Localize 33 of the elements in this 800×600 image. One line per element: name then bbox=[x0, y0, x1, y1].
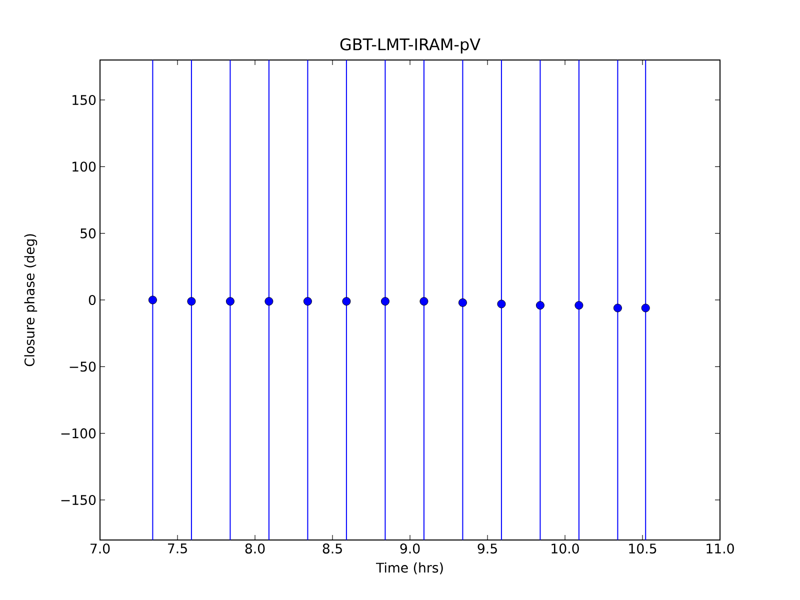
point bbox=[342, 297, 351, 306]
x-tick-label: 8.0 bbox=[245, 544, 265, 554]
x-tick-label: 9.5 bbox=[478, 544, 497, 554]
x-tick-label: 11.0 bbox=[706, 544, 734, 554]
y-tick-label: −150 bbox=[61, 494, 96, 506]
y-tick-label: −100 bbox=[61, 428, 96, 438]
point bbox=[420, 297, 428, 306]
y-tick-label: 0 bbox=[88, 294, 96, 306]
y-tick-label: −50 bbox=[70, 362, 96, 372]
point bbox=[226, 297, 234, 306]
x-tick-label: 7.0 bbox=[90, 544, 110, 554]
y-tick-label: 100 bbox=[72, 162, 96, 172]
y-tick-label: 150 bbox=[72, 94, 96, 106]
y-axis-title: Closure phase (deg) bbox=[24, 234, 38, 366]
point bbox=[613, 304, 622, 312]
point bbox=[497, 300, 506, 308]
x-tick-label: 9.0 bbox=[400, 544, 420, 554]
point bbox=[641, 304, 650, 312]
point bbox=[148, 296, 157, 304]
point bbox=[264, 297, 274, 306]
x-tick-label: 8.5 bbox=[322, 544, 342, 554]
chart-title: GBT-LMT-IRAM-pV bbox=[340, 38, 480, 54]
x-tick-label: 7.5 bbox=[168, 544, 187, 554]
x-axis-title: Time (hrs) bbox=[376, 562, 443, 574]
point bbox=[458, 298, 467, 307]
point bbox=[380, 297, 390, 306]
y-tick-label: 50 bbox=[80, 228, 96, 238]
point bbox=[536, 301, 544, 310]
x-tick-label: 10.5 bbox=[629, 544, 656, 554]
point bbox=[187, 297, 196, 306]
point bbox=[574, 301, 584, 310]
point bbox=[303, 297, 312, 306]
x-tick-label: 10.0 bbox=[552, 544, 579, 554]
